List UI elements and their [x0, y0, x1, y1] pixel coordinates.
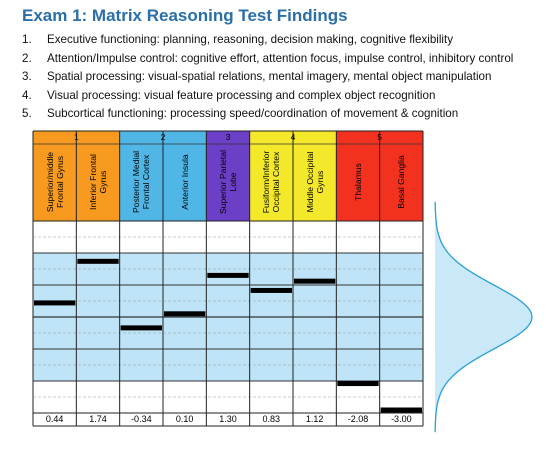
region-name: Thalamus: [336, 144, 379, 220]
region-name: Basal Ganglia: [380, 144, 423, 220]
region-name-text: Fusiform/Inferior Occipital Cortex: [261, 150, 282, 214]
score-label: 0.83: [262, 414, 281, 424]
group-number-label: 3: [225, 132, 231, 142]
bell-curve-fill: [435, 201, 532, 433]
group-number-label: 2: [160, 132, 166, 142]
score-bar: [380, 407, 422, 413]
region-name-text: Superior Parietal Lobe: [217, 150, 238, 215]
finding-item: 1. Executive functioning: planning, reaso…: [22, 33, 513, 52]
finding-text: Spatial processing: visual-spatial relat…: [47, 70, 492, 83]
score-label: -0.34: [131, 414, 152, 424]
group-header-3: [206, 131, 250, 221]
score-label: -3.00: [391, 414, 412, 424]
score-bar: [34, 300, 76, 306]
finding-item: 5. Subcortical functioning: processing sp…: [22, 107, 513, 126]
region-name-text: Basal Ganglia: [396, 155, 407, 209]
finding-number: 1.: [22, 33, 32, 46]
finding-text: Subcortical functioning: processing spee…: [47, 107, 459, 120]
bell-curve-line: [434, 201, 533, 433]
score-bar: [294, 278, 336, 284]
findings-list: 1. Executive functioning: planning, reaso…: [22, 33, 513, 126]
finding-text: Attention/Impulse control: cognitive eff…: [47, 51, 514, 65]
score-bar: [337, 381, 379, 387]
finding-item: 2. Attention/Impulse control: cognitive e…: [22, 52, 513, 71]
finding-number: 2.: [22, 51, 32, 65]
finding-number: 5.: [22, 107, 32, 120]
score-bar: [207, 272, 249, 278]
finding-number: 4.: [22, 88, 32, 102]
region-name-text: Superior/middle Frontal Gyrus: [44, 151, 65, 213]
score-label: 1.30: [219, 414, 237, 424]
region-name-text: Inferior Frontal Gyrus: [87, 154, 108, 210]
region-name: Posterior Medial Frontal Cortex: [120, 144, 163, 220]
score-label: 0.44: [45, 414, 64, 424]
region-name-text: Posterior Medial Frontal Cortex: [131, 150, 152, 214]
region-name: Inferior Frontal Gyrus: [76, 144, 119, 220]
finding-number: 3.: [22, 70, 32, 83]
score-label: 1.74: [89, 414, 107, 424]
score-bar: [250, 287, 292, 293]
group-number-label: 5: [377, 132, 383, 142]
finding-item: 4. Visual processing: visual feature proc…: [22, 89, 513, 108]
region-name: Fusiform/Inferior Occipital Cortex: [250, 144, 293, 220]
region-name-text: Middle Occipital Gyrus: [304, 151, 325, 213]
region-name: Superior Parietal Lobe: [206, 144, 249, 220]
region-name: Anterior Insula: [163, 144, 206, 220]
score-bar: [120, 325, 162, 331]
page-title: Exam 1: Matrix Reasoning Test Findings: [22, 6, 348, 25]
score-label: -2.08: [347, 414, 369, 424]
score-bar: [164, 311, 206, 317]
region-name: Middle Occipital Gyrus: [293, 144, 336, 220]
finding-item: 3. Spatial processing: visual-spatial rel…: [22, 70, 513, 89]
score-label: 1.12: [305, 414, 324, 424]
finding-text: Executive functioning: planning, reasoni…: [47, 33, 454, 46]
region-name-text: Thalamus: [352, 163, 363, 201]
score-label: 0.10: [175, 414, 194, 424]
score-bar: [77, 258, 119, 264]
group-number-label: 4: [290, 132, 296, 142]
region-name: Superior/middle Frontal Gyrus: [33, 144, 76, 220]
finding-text: Visual processing: visual feature proces…: [47, 88, 436, 102]
region-name-text: Anterior Insula: [179, 154, 190, 210]
group-number-label: 1: [73, 132, 79, 142]
